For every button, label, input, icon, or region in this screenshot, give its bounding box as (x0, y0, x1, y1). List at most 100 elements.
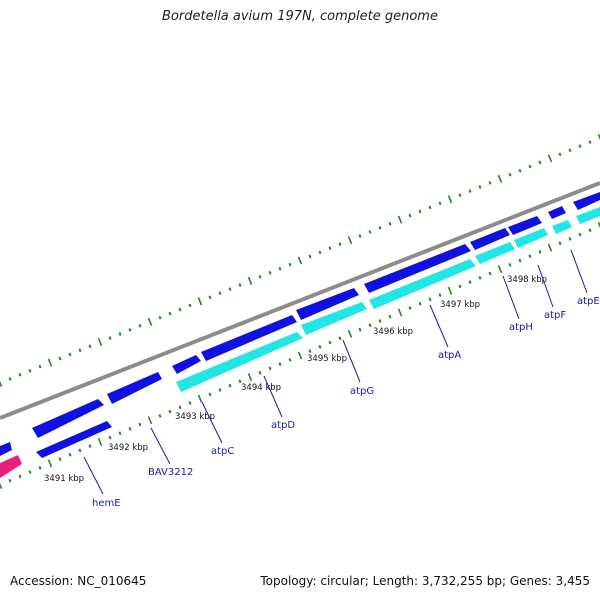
minor-tick (538, 160, 542, 165)
gene-arrow[interactable] (548, 206, 566, 219)
gene-label-atpF[interactable]: atpF (544, 310, 566, 321)
gene-arrow[interactable] (172, 355, 201, 374)
gene-arrow[interactable] (301, 302, 367, 335)
minor-tick (508, 172, 512, 177)
major-tick (97, 338, 103, 347)
minor-tick (568, 237, 572, 241)
gene-arrow[interactable] (475, 242, 515, 264)
highlight-gene-arrow[interactable] (0, 455, 22, 478)
minor-tick (28, 368, 32, 373)
major-tick (0, 482, 3, 489)
gene-label-atpG[interactable]: atpG (350, 386, 374, 397)
minor-tick (68, 352, 72, 357)
gene-arrow[interactable] (514, 228, 548, 248)
gene-label-atpH[interactable]: atpH (509, 322, 533, 333)
gene-arrow[interactable] (296, 288, 359, 320)
major-tick (597, 222, 600, 229)
minor-tick (138, 323, 142, 328)
minor-tick (528, 164, 532, 169)
gene-arrow[interactable] (36, 421, 112, 458)
major-tick (347, 329, 353, 338)
minor-tick (538, 250, 542, 254)
major-tick (0, 380, 3, 387)
gene-arrow[interactable] (32, 399, 104, 438)
minor-tick (18, 372, 22, 377)
minor-tick (308, 254, 312, 259)
minor-tick (238, 379, 242, 384)
minor-tick (318, 250, 322, 255)
gene-arrow[interactable] (508, 216, 542, 235)
minor-tick (258, 274, 262, 279)
gene-arrow[interactable] (552, 220, 572, 234)
minor-tick (208, 392, 212, 397)
major-tick (197, 297, 203, 306)
major-tick (147, 416, 153, 425)
gene-arrow[interactable] (576, 207, 600, 224)
minor-tick (218, 291, 222, 296)
minor-tick (588, 228, 592, 233)
minor-tick (278, 362, 282, 366)
minor-tick (318, 345, 322, 349)
minor-tick (558, 152, 562, 157)
gene-arrow[interactable] (0, 442, 12, 456)
minor-tick (378, 319, 382, 323)
major-tick (397, 215, 403, 224)
minor-tick (458, 193, 462, 198)
minor-tick (408, 306, 412, 310)
kbp-label: 3493 kbp (175, 412, 215, 422)
minor-tick (118, 332, 122, 336)
minor-tick (188, 303, 192, 308)
minor-tick (158, 414, 162, 418)
gene-arrow[interactable] (201, 315, 297, 361)
major-tick (497, 265, 503, 274)
minor-tick (78, 348, 82, 353)
minor-tick (28, 470, 32, 474)
gene-arrow[interactable] (364, 244, 471, 293)
kbp-label: 3496 kbp (373, 327, 413, 337)
minor-tick (88, 444, 92, 449)
minor-tick (408, 213, 412, 218)
minor-tick (38, 364, 42, 369)
minor-tick (178, 405, 182, 410)
minor-tick (338, 336, 342, 341)
kbp-label: 3495 kbp (307, 354, 347, 364)
kbp-label: 3492 kbp (108, 443, 148, 453)
minor-tick (518, 258, 522, 263)
gene-label-atpE[interactable]: atpE (577, 296, 600, 307)
gene-arrow[interactable] (573, 192, 600, 210)
inner-tick-ring (0, 222, 600, 489)
gene-arrow[interactable] (470, 228, 510, 250)
major-tick (497, 174, 503, 183)
gene-arrow[interactable] (107, 372, 162, 404)
gene-label-atpD[interactable]: atpD (271, 420, 295, 431)
minor-tick (508, 262, 512, 267)
minor-tick (458, 284, 462, 289)
minor-tick (218, 388, 222, 392)
minor-tick (378, 225, 382, 230)
gene-label-hemE[interactable]: hemE (92, 498, 121, 509)
major-tick (447, 286, 453, 295)
genome-backbone (0, 181, 600, 420)
minor-tick (368, 230, 372, 234)
reverse-strand-genes (0, 207, 600, 478)
minor-tick (238, 283, 242, 287)
minor-tick (268, 270, 272, 275)
minor-tick (268, 366, 272, 371)
major-tick (397, 308, 403, 317)
minor-tick (578, 144, 582, 149)
minor-tick (438, 293, 442, 297)
minor-tick (308, 349, 312, 354)
gene-arrow[interactable] (369, 259, 476, 309)
gene-label-atpC[interactable]: atpC (211, 446, 234, 457)
minor-tick (358, 234, 362, 238)
gene-label-atpA[interactable]: atpA (438, 350, 461, 361)
minor-tick (168, 311, 172, 316)
gene-arrow[interactable] (176, 332, 303, 392)
gene-label-BAV3212[interactable]: BAV3212 (148, 467, 193, 478)
major-tick (197, 394, 203, 403)
major-tick (597, 134, 600, 141)
minor-tick (118, 431, 122, 436)
major-tick (147, 317, 153, 326)
minor-tick (558, 241, 562, 246)
